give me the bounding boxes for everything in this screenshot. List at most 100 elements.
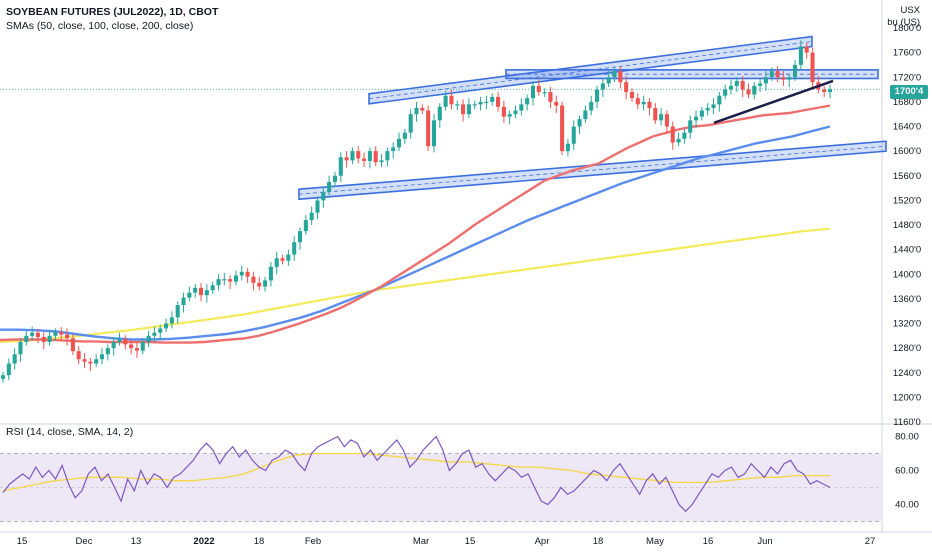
candle-body [402,132,407,139]
candle-body [12,354,17,364]
candle-body [35,332,40,338]
price-tick-label: 1800'0 [893,23,921,34]
candle-body [117,338,122,342]
candle-body [175,305,180,318]
candle-body [30,332,35,336]
time-tick-label: 16 [703,536,714,547]
candle-body [76,351,81,360]
candle-body [88,361,93,364]
candle-body [146,335,151,342]
grid [0,0,932,533]
candle-body [105,348,110,355]
candle-body [688,120,693,133]
candle-body [426,110,431,147]
candle-body [577,119,582,127]
time-tick-label: 18 [593,536,604,547]
candle-body [822,89,827,93]
price-tick-label: 1320'0 [893,319,921,330]
candle-body [41,337,46,342]
price-tick-label: 1600'0 [893,146,921,157]
currency-label: USX bu (US) [887,5,920,29]
candle-body [239,271,244,276]
candle-body [769,71,774,78]
candle-body [694,116,699,121]
candle-body [140,341,145,351]
candle-body [181,297,186,306]
currency-line-2: bu (US) [887,17,920,28]
candle-body [379,160,384,163]
candle-body [449,95,454,105]
candle-body [682,132,687,139]
candle-body [257,282,262,287]
candle-body [193,287,198,293]
price-tick-label: 1680'0 [893,97,921,108]
candle-body [158,328,163,333]
time-tick-label: Mar [413,536,429,547]
price-tick-label: 1240'0 [893,368,921,379]
candle-body [798,46,803,65]
candle-body [245,271,250,277]
candle-body [263,280,268,287]
rsi-legend: RSI (14, close, SMA, 14, 2) [6,426,134,438]
candle-body [396,138,402,148]
candle-body [6,363,11,376]
candle-body [641,101,646,105]
candle-body [362,158,367,161]
candle-body [461,104,466,115]
candle-body [699,110,704,117]
candle-body [228,279,233,282]
candle-body [734,80,739,86]
candle-body [204,290,209,296]
price-tick-label: 1640'0 [893,122,921,133]
candle-body [414,108,419,115]
candle-body [70,338,75,352]
time-tick-label: 18 [254,536,265,547]
candle-body [274,258,279,267]
candle-body [187,292,192,298]
candle-body [315,200,320,213]
chart-title: SOYBEAN FUTURES (JUL2022), 1D, CBOT [6,6,219,18]
candle-body [606,77,611,84]
candle-body [373,151,378,163]
candle-body [292,242,297,255]
candle-body [542,92,547,94]
price-tick-label: 1200'0 [893,392,921,403]
candle-body [321,191,326,201]
candle-body [554,101,559,106]
rsi-tick-label: 40.00 [895,500,919,511]
channel-layer [0,35,887,201]
candle-body [659,114,664,121]
candle-body [804,46,809,53]
candle-body [758,83,763,86]
candle-body [385,151,390,161]
candle-body [455,104,460,106]
ma-layer [0,104,831,344]
candle-body [519,104,524,111]
candle-body [711,104,716,109]
candle-body [338,157,343,176]
candle-body [589,101,594,111]
candle-body [600,83,605,90]
candle-body [513,110,518,115]
candle-body [233,275,238,282]
price-tick-label: 1280'0 [893,343,921,354]
price-tick-label: 1480'0 [893,220,921,231]
candle-body [647,101,652,109]
candle-body [664,114,669,127]
time-tick-label: 15 [465,536,476,547]
candle-body [490,96,495,102]
time-tick-label: 15 [17,536,28,547]
price-tick-label: 1360'0 [893,294,921,305]
candle-body [717,95,722,105]
candle-body [670,126,675,143]
candle-layer [0,40,834,383]
candle-body [344,157,349,161]
candle-body [391,147,396,152]
candle-body [280,258,285,261]
candle-body [536,85,541,93]
candle-body [495,96,501,107]
candle-body [286,254,291,261]
candle-body [705,108,710,111]
candle-body [787,77,792,80]
